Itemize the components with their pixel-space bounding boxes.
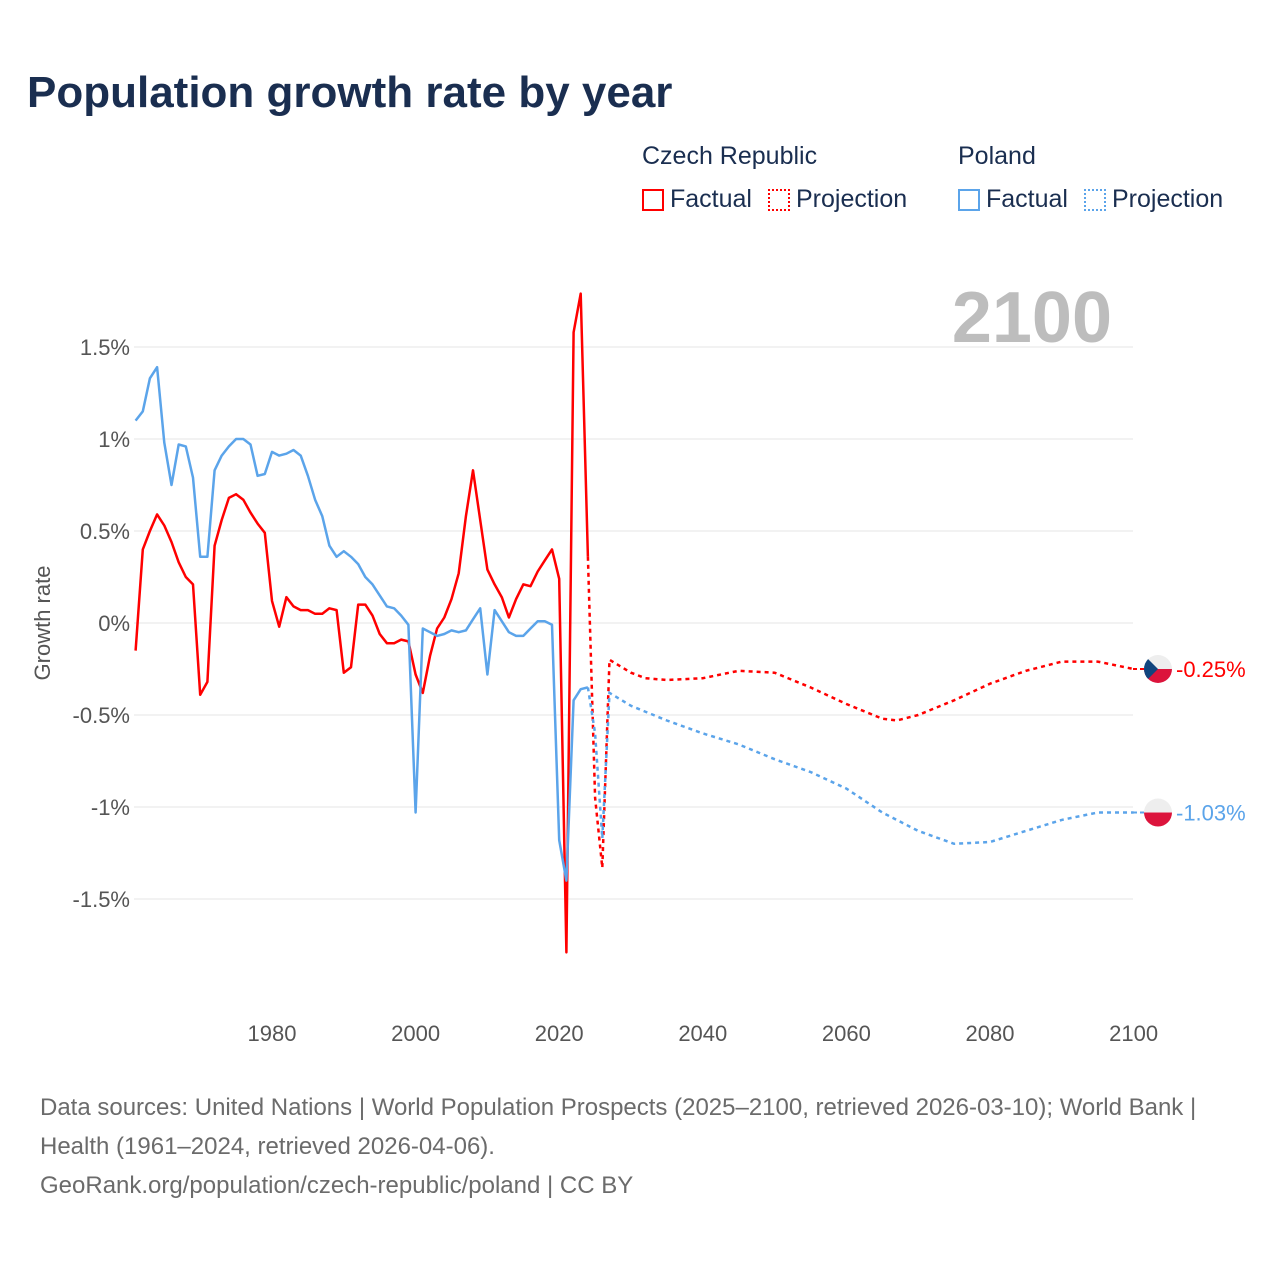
poland-factual-line <box>134 365 589 882</box>
poland-flag-icon <box>1144 798 1172 827</box>
czech-republic-flag-icon <box>1144 655 1172 683</box>
czech-republic-factual-line <box>134 292 590 954</box>
y-tick-label: -1% <box>91 795 130 820</box>
czech-republic-end-value-label: -0.25% <box>1176 657 1246 682</box>
legend-item-poland-factual[interactable]: Factual <box>958 185 1068 214</box>
flag-white <box>1144 798 1172 813</box>
footer: Data sources: United Nations | World Pop… <box>40 1088 1240 1205</box>
y-tick-label: 0.5% <box>80 519 130 544</box>
y-axis-label: Growth rate <box>30 566 55 681</box>
data-sources: Data sources: United Nations | World Pop… <box>40 1094 1197 1160</box>
x-tick-label: 2000 <box>391 1021 440 1046</box>
legend-group-title: Poland <box>958 142 1036 170</box>
legend-item-poland-projection[interactable]: Projection <box>1083 185 1224 214</box>
credit-link[interactable]: GeoRank.org/population/czech-republic/po… <box>40 1172 634 1199</box>
legend-label: Projection <box>795 185 908 213</box>
flag-red <box>1144 812 1172 827</box>
x-tick-label: 2040 <box>678 1021 727 1046</box>
x-tick-label: 2080 <box>966 1021 1015 1046</box>
x-tick-label: 2060 <box>822 1021 871 1046</box>
legend-swatch-dotted <box>767 188 790 211</box>
poland-projection-line <box>586 687 1134 846</box>
legend-poland: Poland Factual Projection <box>958 142 1223 214</box>
y-tick-label: 1% <box>98 427 130 452</box>
y-tick-label: -1.5% <box>73 887 130 912</box>
legend-label: Projection <box>1111 185 1224 213</box>
legend-group-title: Czech Republic <box>642 142 818 170</box>
legend-swatch-solid <box>958 188 980 211</box>
legend-item-czech-projection[interactable]: Projection <box>767 185 908 214</box>
legend-swatch-dotted <box>1083 188 1106 211</box>
current-year-label: 2100 <box>952 278 1112 358</box>
legend-item-czech-factual[interactable]: Factual <box>642 185 752 214</box>
flag-blue-triangle <box>1144 655 1158 683</box>
poland-end-value-label: -1.03% <box>1176 801 1246 826</box>
x-tick-label: 2020 <box>535 1021 584 1046</box>
chart-area: 2100 Growth rate 1.5% 1% 0.5% 0% -0.5% -1% -1.… <box>30 278 1246 1046</box>
y-tick-label: 0% <box>98 611 130 636</box>
legend-czech-republic: Czech Republic Factual Projection <box>642 142 907 214</box>
legend-label: Factual <box>986 185 1068 213</box>
chart-title: Population growth rate by year <box>27 68 673 117</box>
x-tick-label: 1980 <box>248 1021 297 1046</box>
y-tick-label: -0.5% <box>73 703 130 728</box>
legend-swatch-solid <box>642 188 664 211</box>
legend-label: Factual <box>670 185 752 213</box>
x-tick-label: 2100 <box>1109 1021 1158 1046</box>
czech-republic-projection-line <box>586 556 1134 868</box>
y-tick-label: 1.5% <box>80 335 130 360</box>
